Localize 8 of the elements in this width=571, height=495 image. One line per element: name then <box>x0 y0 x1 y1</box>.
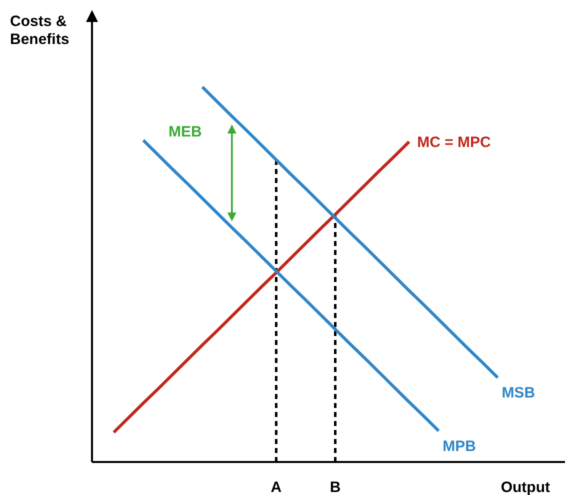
series-label: MC = MPC <box>417 134 492 151</box>
series-label: MSB <box>502 384 536 402</box>
x-tick-label: B <box>330 479 341 495</box>
x-axis-title: Output <box>500 479 550 495</box>
annotation: MEB <box>168 123 202 140</box>
x-tick-label: A <box>270 479 282 495</box>
y-axis-title: Costs & Benefits <box>10 13 70 48</box>
series-label: MPB <box>442 438 476 455</box>
